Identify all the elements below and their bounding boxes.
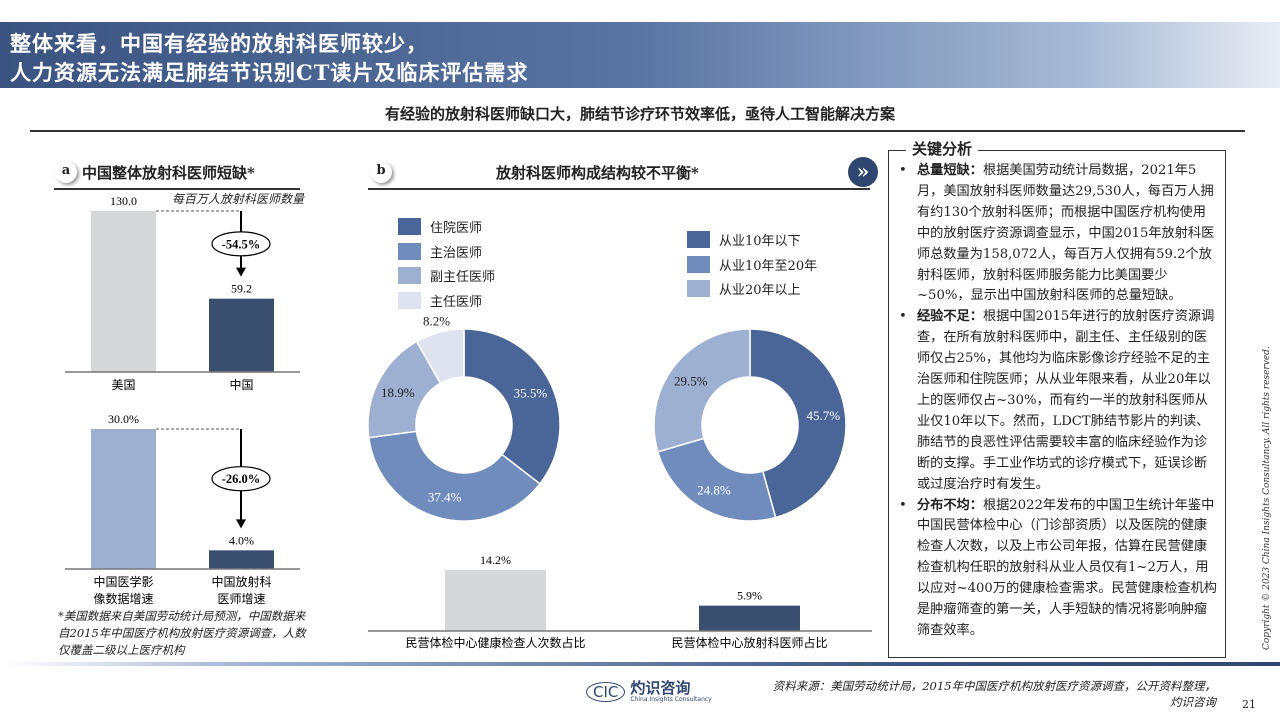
- bar: [209, 550, 274, 569]
- bar: [91, 211, 156, 372]
- cic-logo: CIC 灼识咨询 China Insights Consultancy: [586, 680, 712, 703]
- donut-label: 45.7%: [807, 408, 841, 423]
- double-chevron-right-icon[interactable]: »: [848, 157, 878, 187]
- bar: [91, 429, 156, 569]
- analysis-item-body: 根据美国劳动统计局数据，2021年5月，美国放射科医师数量达29,530人，每百…: [917, 163, 1215, 304]
- donut-label: 37.4%: [428, 489, 462, 504]
- analysis-item: 经验不足：根据中国2015年进行的放射医疗资源调查，在所有放射科医师中，副主任、…: [895, 307, 1219, 495]
- source-note: 资料来源：美国劳动统计局，2015年中国医疗机构放射医疗资源调查，公开资料整理，…: [726, 678, 1216, 710]
- donut-label: 18.9%: [381, 385, 415, 400]
- bar-value-label: 59.2: [231, 282, 252, 296]
- legend-swatch: [398, 242, 421, 260]
- category-label: 中国: [229, 377, 253, 392]
- category-label: 中国放射科: [211, 574, 271, 589]
- subtitle: 有经验的放射科医师缺口大，肺结节诊疗环节效率低，亟待人工智能解决方案: [384, 105, 895, 123]
- title-banner: 整体来看，中国有经验的放射科医师较少， 人力资源无法满足肺结节识别CT读片及临床…: [0, 22, 1280, 88]
- copyright: Copyright © 2023 China Insights Consulta…: [1262, 346, 1272, 650]
- donut-slice: [749, 328, 847, 519]
- panel-a-divider: [54, 188, 300, 190]
- legend-label: 副主任医师: [430, 270, 496, 285]
- panel-a-footnote: *美国数据来自美国劳动统计局预测，中国数据来自2015年中国医疗机构放射医疗资源…: [58, 609, 306, 657]
- divider: [30, 130, 1245, 132]
- source-line-1: 资料来源：美国劳动统计局，2015年中国医疗机构放射医疗资源调查，公开资料整理，: [772, 679, 1216, 693]
- category-label: 医师增速: [217, 592, 265, 606]
- legend-label: 主治医师: [430, 245, 483, 261]
- analysis-item-body: 根据2022年发布的中国卫生统计年鉴中中国民营体检中心（门诊部资质）以及医院的健…: [917, 497, 1217, 638]
- legend-label: 从业20年以上: [719, 283, 801, 298]
- key-analysis-title: 关键分析: [906, 138, 979, 159]
- bar-value-label: 14.2%: [480, 553, 511, 567]
- legend-item: 主治医师: [398, 242, 482, 261]
- legend-item: 副主任医师: [398, 266, 495, 285]
- footer-line: [0, 662, 1280, 666]
- legend-swatch: [398, 267, 421, 284]
- source-line-2: 灼识咨询: [1170, 695, 1216, 709]
- legend-label: 从业10年至20年: [719, 258, 818, 274]
- bar: [699, 605, 800, 631]
- donut-label: 35.5%: [514, 385, 548, 400]
- unit-note: 每百万人放射科医师数量: [172, 192, 305, 206]
- panel-b-divider: [368, 188, 870, 190]
- category-label: 民营体检中心放射科医师占比: [671, 635, 827, 650]
- donut-slice: [367, 430, 541, 522]
- title-line-1: 整体来看，中国有经验的放射科医师较少，: [10, 31, 428, 56]
- title-line-2: 人力资源无法满足肺结节识别CT读片及临床评估需求: [10, 60, 529, 85]
- analysis-item-head: 总量短缺：: [917, 163, 983, 178]
- legend-item: 从业10年以下: [687, 230, 801, 249]
- analysis-item-body: 根据中国2015年进行的放射医疗资源调查，在所有放射科医师中，副主任、主任级别的…: [917, 309, 1215, 492]
- legend-label: 从业10年以下: [719, 234, 801, 249]
- legend-label: 主任医师: [430, 294, 483, 310]
- panel-a-badge: a: [55, 161, 77, 183]
- change-label: -54.5%: [222, 237, 261, 251]
- category-label: 中国医学影: [93, 574, 153, 589]
- key-analysis-box: 总量短缺：根据美国劳动统计局数据，2021年5月，美国放射科医师数量达29,53…: [888, 150, 1226, 658]
- bar: [445, 570, 546, 631]
- change-oval: [211, 231, 271, 257]
- donut-label: 24.8%: [697, 483, 731, 498]
- logo-cn: 灼识咨询: [630, 679, 691, 697]
- legend-item: 从业20年以上: [687, 279, 801, 298]
- change-oval: [211, 466, 271, 492]
- category-label: 美国: [111, 378, 135, 392]
- page-number: 21: [1242, 698, 1256, 711]
- panel-b-title: 放射科医师构成结构较不平衡*: [496, 164, 699, 182]
- donut-label: 29.5%: [674, 374, 708, 389]
- legend-item: 从业10年至20年: [687, 255, 817, 274]
- donut-slice: [463, 328, 561, 485]
- category-label: 像数据增速: [93, 591, 153, 606]
- panel-b-charts: 35.5% 37.4% 18.9% 8.2% 45.7% 24.8% 29.5% 14.2% 民…: [367, 314, 872, 650]
- legend-swatch: [398, 218, 421, 235]
- donut-slice: [656, 437, 777, 522]
- legend-item: 主任医师: [398, 291, 482, 310]
- arrow-head-icon: [236, 519, 246, 529]
- donut-slice: [653, 328, 751, 453]
- legend-swatch: [687, 280, 710, 297]
- logo-mark: CIC: [586, 681, 626, 702]
- arrow-head-icon: [236, 267, 246, 277]
- panel-b-badge: b: [370, 161, 392, 183]
- donut-label: 8.2%: [423, 314, 450, 329]
- category-label: 民营体检中心健康检查人次数占比: [405, 635, 585, 650]
- bar-value-label: 5.9%: [737, 589, 762, 603]
- legend-item: 住院医师: [398, 217, 482, 236]
- analysis-item: 分布不均：根据2022年发布的中国卫生统计年鉴中中国民营体检中心（门诊部资质）以…: [895, 496, 1219, 642]
- change-label: -26.0%: [222, 472, 261, 486]
- legend-swatch: [687, 231, 710, 248]
- legend-swatch: [398, 291, 421, 309]
- bar-value-label: 130.0: [110, 194, 137, 208]
- donut-slice: [415, 328, 465, 385]
- analysis-item-head: 经验不足：: [917, 309, 983, 325]
- logo-en: China Insights Consultancy: [630, 696, 712, 703]
- bar-value-label: 4.0%: [229, 533, 254, 547]
- panel-a-title: 中国整体放射科医师短缺*: [82, 164, 255, 182]
- legend-label: 住院医师: [430, 221, 483, 236]
- bar: [209, 298, 274, 372]
- analysis-item-head: 分布不均：: [917, 497, 983, 513]
- legend-swatch: [687, 255, 710, 273]
- analysis-item: 总量短缺：根据美国劳动统计局数据，2021年5月，美国放射科医师数量达29,53…: [895, 161, 1219, 307]
- bar-value-label: 30.0%: [108, 412, 139, 426]
